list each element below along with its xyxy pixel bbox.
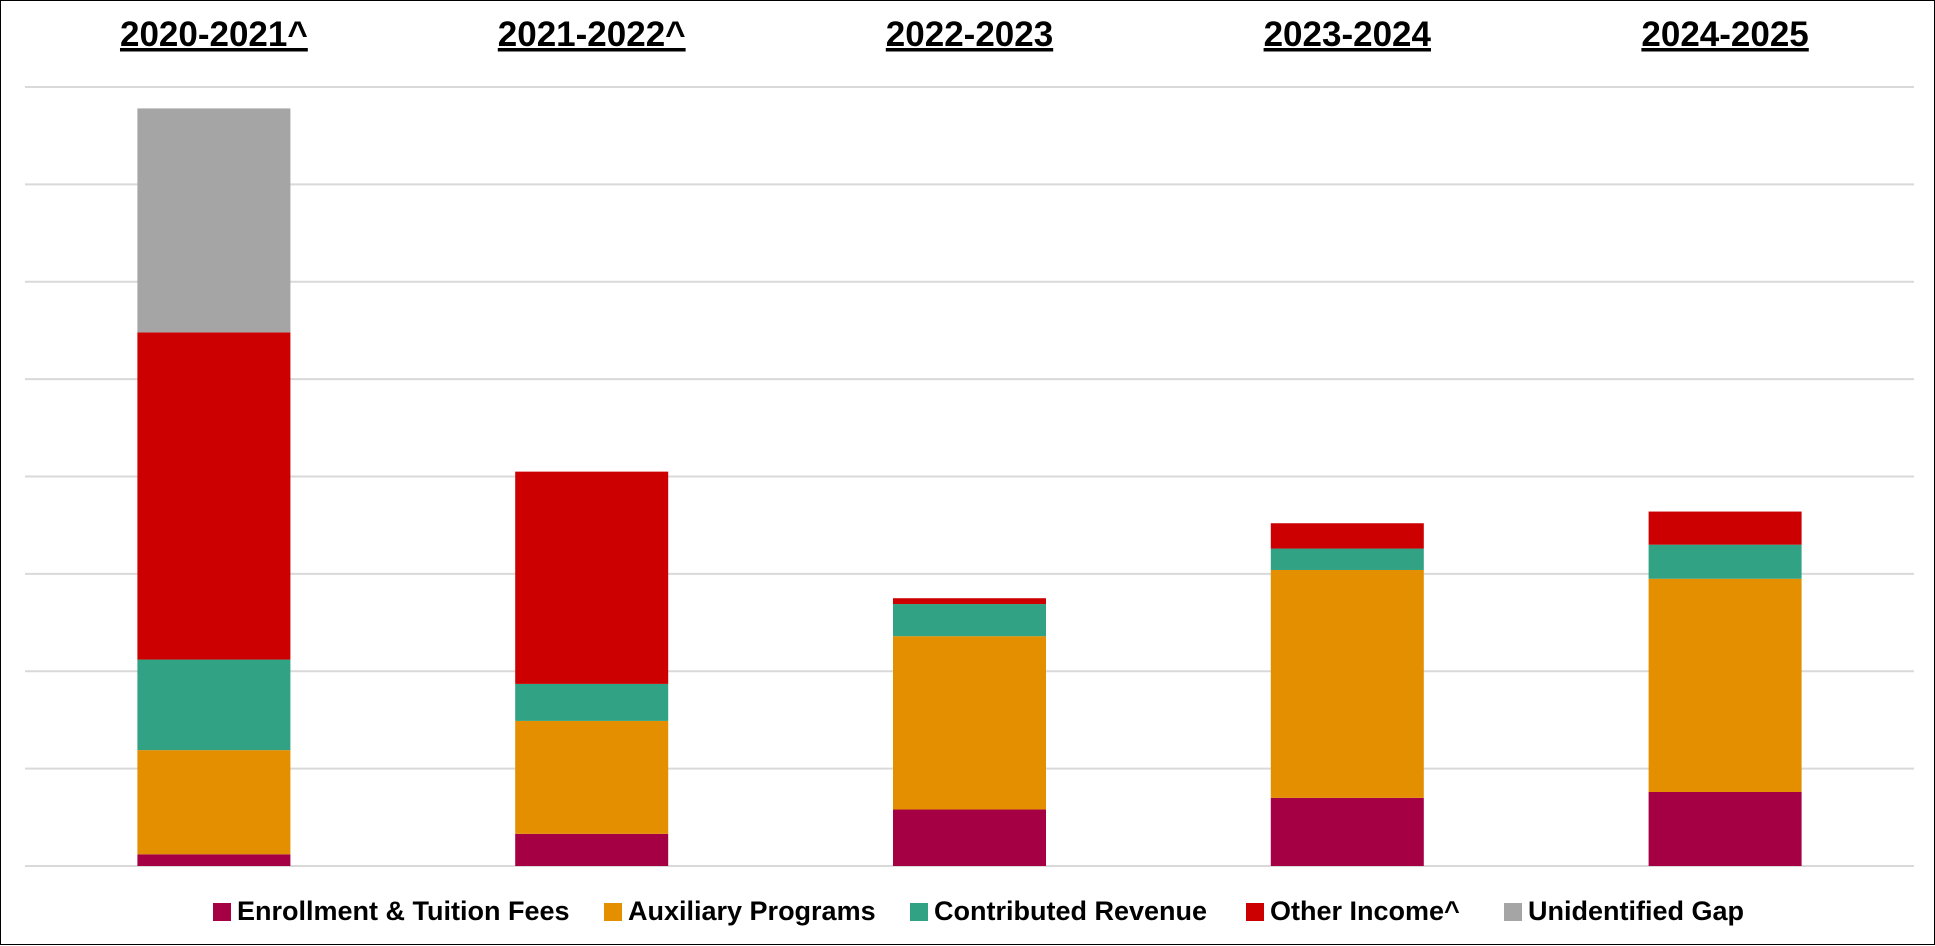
bar-segment-other-income-2021-2022: [515, 471, 669, 684]
bar-segment-auxiliary-programs-2021-2022: [515, 720, 669, 834]
bar-segment-other-income-2022-2023: [893, 598, 1046, 605]
bar-segment-enrollment-tuition-fees-2021-2022: [515, 833, 669, 866]
bar-segment-contributed-revenue-2021-2022: [515, 683, 669, 721]
legend-label-unidentified-gap: Unidentified Gap: [1528, 896, 1744, 926]
gridlines: [25, 86, 1914, 867]
category-label: 2021-2022^: [498, 15, 686, 54]
bar-segment-enrollment-tuition-fees-2022-2023: [893, 809, 1046, 866]
category-label: 2024-2025: [1641, 15, 1808, 54]
category-label: 2020-2021^: [120, 15, 308, 54]
category-label: 2023-2024: [1264, 15, 1432, 54]
legend: Enrollment & Tuition Fees Auxiliary Progr…: [213, 896, 1744, 926]
legend-label-enrollment-tuition-fees: Enrollment & Tuition Fees: [237, 896, 570, 926]
bar-segment-unidentified-gap-2020-2021: [137, 108, 291, 333]
bar-segment-contributed-revenue-2023-2024: [1270, 548, 1424, 570]
bar-segment-enrollment-tuition-fees-2024-2025: [1648, 791, 1802, 866]
bar-segment-other-income-2020-2021: [137, 332, 291, 660]
legend-swatch-auxiliary-programs: [604, 903, 622, 921]
bar-segment-other-income-2024-2025: [1648, 511, 1802, 545]
bar-segment-contributed-revenue-2020-2021: [137, 659, 291, 751]
category-labels: 2020-2021^ 2021-2022^ 2022-2023 2023-2024 20…: [120, 15, 1809, 54]
legend-label-auxiliary-programs: Auxiliary Programs: [628, 896, 876, 926]
bar-segment-contributed-revenue-2024-2025: [1648, 544, 1802, 579]
bar-segment-auxiliary-programs-2024-2025: [1648, 578, 1802, 792]
legend-swatch-unidentified-gap: [1504, 903, 1522, 921]
bars: [137, 108, 1802, 866]
legend-swatch-enrollment-tuition-fees: [213, 903, 231, 921]
bar-segment-other-income-2023-2024: [1270, 523, 1424, 549]
bar-segment-enrollment-tuition-fees-2020-2021: [137, 854, 291, 866]
legend-swatch-contributed-revenue: [910, 903, 928, 921]
legend-label-contributed-revenue: Contributed Revenue: [934, 896, 1207, 926]
bar-segment-auxiliary-programs-2022-2023: [893, 636, 1046, 810]
bar-segment-enrollment-tuition-fees-2023-2024: [1270, 797, 1424, 866]
bar-segment-auxiliary-programs-2023-2024: [1270, 569, 1424, 798]
legend-label-other-income: Other Income^: [1270, 896, 1460, 926]
legend-swatch-other-income: [1246, 903, 1264, 921]
category-label: 2022-2023: [886, 15, 1053, 54]
bar-segment-contributed-revenue-2022-2023: [893, 604, 1046, 637]
bar-segment-auxiliary-programs-2020-2021: [137, 750, 291, 855]
